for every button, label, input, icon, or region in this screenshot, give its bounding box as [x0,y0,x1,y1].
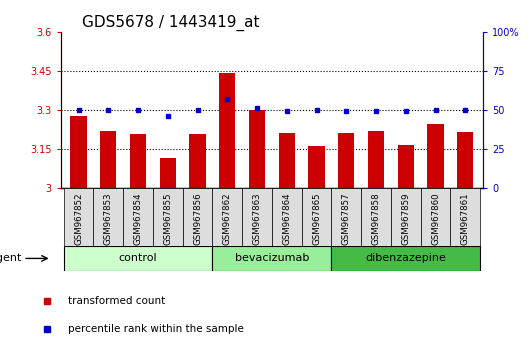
Bar [301,188,332,246]
Bar [183,188,212,246]
Bar [391,188,421,246]
Text: GSM967864: GSM967864 [282,192,291,245]
Bar [242,188,272,246]
Bar [361,188,391,246]
Bar [249,110,265,188]
Bar [308,146,325,188]
Bar [123,188,153,246]
Bar [93,188,123,246]
Text: GSM967860: GSM967860 [431,192,440,245]
Bar [398,145,414,188]
Text: GSM967857: GSM967857 [342,192,351,245]
Bar [70,116,87,188]
Text: GSM967865: GSM967865 [312,192,321,245]
Bar [427,124,444,188]
Bar [279,133,295,188]
Bar [64,188,93,246]
Text: GSM967863: GSM967863 [252,192,261,245]
Bar [272,188,301,246]
Bar [153,188,183,246]
Bar [64,246,212,271]
Bar [332,188,361,246]
Bar [130,135,146,188]
Bar [332,246,480,271]
Bar [159,158,176,188]
Text: percentile rank within the sample: percentile rank within the sample [68,324,243,334]
Bar [212,246,332,271]
Text: GSM967852: GSM967852 [74,192,83,245]
Bar [457,132,474,188]
Bar [190,135,206,188]
Text: GSM967853: GSM967853 [104,192,113,245]
Bar [212,188,242,246]
Text: GSM967855: GSM967855 [163,192,172,245]
Text: GSM967862: GSM967862 [223,192,232,245]
Text: GSM967856: GSM967856 [193,192,202,245]
Text: GSM967861: GSM967861 [461,192,470,245]
Bar [421,188,450,246]
Text: GSM967854: GSM967854 [134,192,143,245]
Text: agent: agent [0,253,21,263]
Bar [368,131,384,188]
Text: transformed count: transformed count [68,296,165,306]
Text: GSM967858: GSM967858 [372,192,381,245]
Text: GDS5678 / 1443419_at: GDS5678 / 1443419_at [82,14,259,30]
Text: GSM967859: GSM967859 [401,192,410,245]
Bar [450,188,480,246]
Bar [338,133,354,188]
Bar [219,73,235,188]
Bar [100,131,117,188]
Text: control: control [119,253,157,263]
Text: dibenzazepine: dibenzazepine [365,253,446,263]
Text: bevacizumab: bevacizumab [235,253,309,263]
